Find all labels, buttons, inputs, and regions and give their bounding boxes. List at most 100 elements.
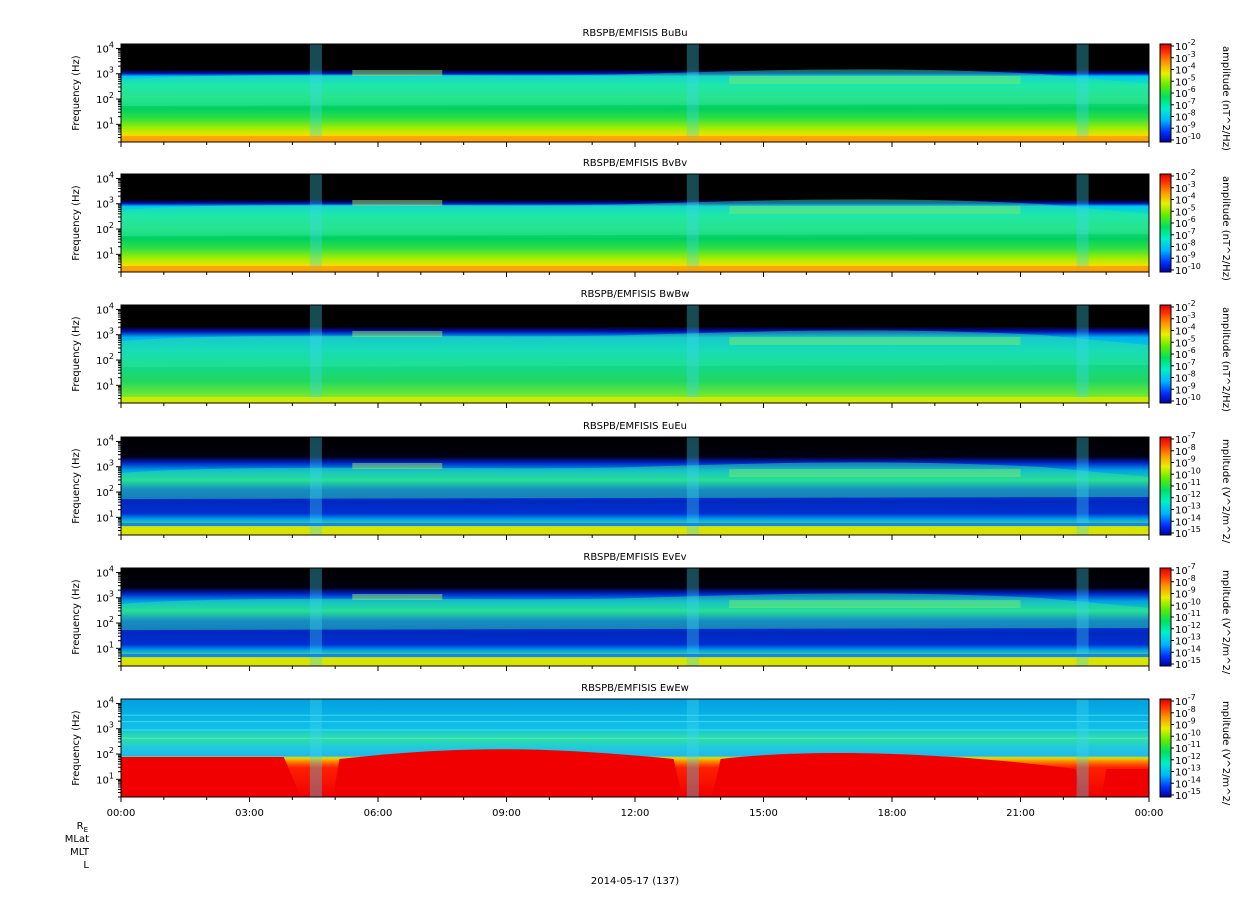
colorbar-tick-label: 10-10 [1175, 132, 1201, 147]
y-tick-label: 104 [96, 433, 114, 448]
colorbar-tick-label: 10-13 [1175, 764, 1201, 779]
plasmapause-crossing [1076, 699, 1089, 797]
y-tick-label: 103 [96, 327, 114, 342]
panel-6: RBSPB/EMFISIS EwEw 101 102 103 104 Frequency … [71, 683, 1231, 806]
noise-line [121, 654, 1149, 657]
y-axis-label: Frequency (Hz) [71, 579, 82, 655]
colorbar-tick-label: 10-9 [1175, 120, 1196, 135]
plasmapause-crossing [309, 568, 322, 666]
colorbar-tick-label: 10-4 [1175, 62, 1196, 77]
colorbar-tick-label: 10-10 [1175, 728, 1201, 743]
emission-band [352, 594, 443, 600]
y-tick-label: 104 [96, 564, 114, 579]
y-axis-label: Frequency (Hz) [71, 710, 82, 786]
y-tick-label: 104 [96, 301, 114, 316]
plasmapause-crossing [686, 699, 699, 797]
colorbar-label: mplitude (V^2/m^2/ [1220, 701, 1231, 806]
emission-band [352, 200, 443, 206]
colorbar [1159, 436, 1172, 536]
plasmapause-crossing [686, 44, 699, 142]
y-tick-label: 101 [96, 116, 114, 131]
colorbar-tick-label: 10-8 [1175, 109, 1196, 124]
colorbar-tick-label: 10-8 [1175, 239, 1196, 254]
colorbar-label: amplitude (nT^2/Hz) [1220, 176, 1231, 281]
colorbar-tick-label: 10-7 [1175, 358, 1196, 373]
colorbar-tick-label: 10-11 [1175, 609, 1201, 624]
y-tick-label: 102 [96, 221, 114, 236]
colorbar-label: amplitude (nT^2/Hz) [1220, 307, 1231, 412]
colorbar-tick-label: 10-4 [1175, 192, 1196, 207]
y-tick-label: 101 [96, 246, 114, 261]
emission-band [352, 70, 443, 76]
colorbar-tick-label: 10-9 [1175, 586, 1196, 601]
colorbar-tick-label: 10-6 [1175, 346, 1196, 361]
emission-band [352, 331, 443, 337]
colorbar-tick-label: 10-9 [1175, 381, 1196, 396]
colorbar-tick-label: 10-14 [1175, 644, 1201, 659]
chorus-band [121, 593, 1149, 630]
noise-line [121, 523, 1149, 526]
colorbar [1159, 304, 1172, 404]
y-axis-label: Frequency (Hz) [71, 185, 82, 261]
y-tick-label: 101 [96, 509, 114, 524]
colorbar-tick-label: 10-11 [1175, 478, 1201, 493]
colorbar-tick-label: 10-8 [1175, 574, 1196, 589]
colorbar-tick-label: 10-3 [1175, 311, 1196, 326]
y-axis-label: Frequency (Hz) [71, 316, 82, 392]
colorbar-tick-label: 10-14 [1175, 513, 1201, 528]
chorus-band [121, 462, 1149, 499]
y-axis-label: Frequency (Hz) [71, 448, 82, 524]
panel-title: RBSPB/EMFISIS BvBv [583, 158, 687, 169]
y-tick-label: 104 [96, 40, 114, 55]
colorbar-label: mplitude (V^2/m^2/ [1220, 570, 1231, 675]
colorbar-tick-label: 10-13 [1175, 502, 1201, 517]
emission-band [729, 206, 1021, 214]
colorbar-tick-label: 10-5 [1175, 73, 1196, 88]
x-tick-label: 09:00 [492, 808, 521, 819]
y-tick-label: 102 [96, 91, 114, 106]
y-tick-label: 102 [96, 746, 114, 761]
y-tick-label: 101 [96, 377, 114, 392]
y-tick-label: 104 [96, 170, 114, 185]
date-label: 2014-05-17 (137) [591, 876, 679, 887]
colorbar-tick-label: 10-12 [1175, 752, 1201, 767]
y-tick-label: 102 [96, 615, 114, 630]
orbit-label: MLat [65, 834, 89, 845]
colorbar-tick-label: 10-11 [1175, 740, 1201, 755]
plasmapause-crossing [1076, 174, 1089, 272]
panel-3: RBSPB/EMFISIS BwBw 101 102 103 104 Frequency … [71, 289, 1231, 412]
plasmapause-crossing [309, 305, 322, 403]
plasmapause-crossing [686, 568, 699, 666]
emission-band [352, 463, 443, 469]
plasmapause-crossing [1076, 437, 1089, 535]
colorbar-tick-label: 10-7 [1175, 562, 1196, 577]
chorus-band [121, 330, 1149, 367]
chorus-band [121, 199, 1149, 236]
colorbar-tick-label: 10-2 [1175, 38, 1196, 53]
panel-1: RBSPB/EMFISIS BuBu 101 102 103 104 Frequency … [71, 28, 1231, 151]
spectrogram-image [121, 437, 1149, 535]
plasmapause-crossing [1076, 305, 1089, 403]
x-tick-label: 00:00 [1135, 808, 1164, 819]
colorbar-tick-label: 10-4 [1175, 323, 1196, 338]
y-tick-label: 103 [96, 590, 114, 605]
x-tick-label: 00:00 [107, 808, 136, 819]
panel-title: RBSPB/EMFISIS BwBw [581, 289, 690, 300]
colorbar-tick-label: 10-13 [1175, 633, 1201, 648]
y-tick-label: 101 [96, 771, 114, 786]
x-tick-label: 18:00 [878, 808, 907, 819]
plasmapause-crossing [686, 174, 699, 272]
x-tick-label: 21:00 [1006, 808, 1035, 819]
colorbar-tick-label: 10-3 [1175, 180, 1196, 195]
colorbar-tick-label: 10-8 [1175, 370, 1196, 385]
x-tick-label: 06:00 [364, 808, 393, 819]
colorbar-tick-label: 10-10 [1175, 597, 1201, 612]
y-tick-label: 103 [96, 196, 114, 211]
colorbar-tick-label: 10-12 [1175, 490, 1201, 505]
plasmapause-crossing [1076, 44, 1089, 142]
emission-band [729, 469, 1021, 477]
colorbar-label: amplitude (nT^2/Hz) [1220, 46, 1231, 151]
y-tick-label: 102 [96, 484, 114, 499]
y-tick-label: 103 [96, 66, 114, 81]
